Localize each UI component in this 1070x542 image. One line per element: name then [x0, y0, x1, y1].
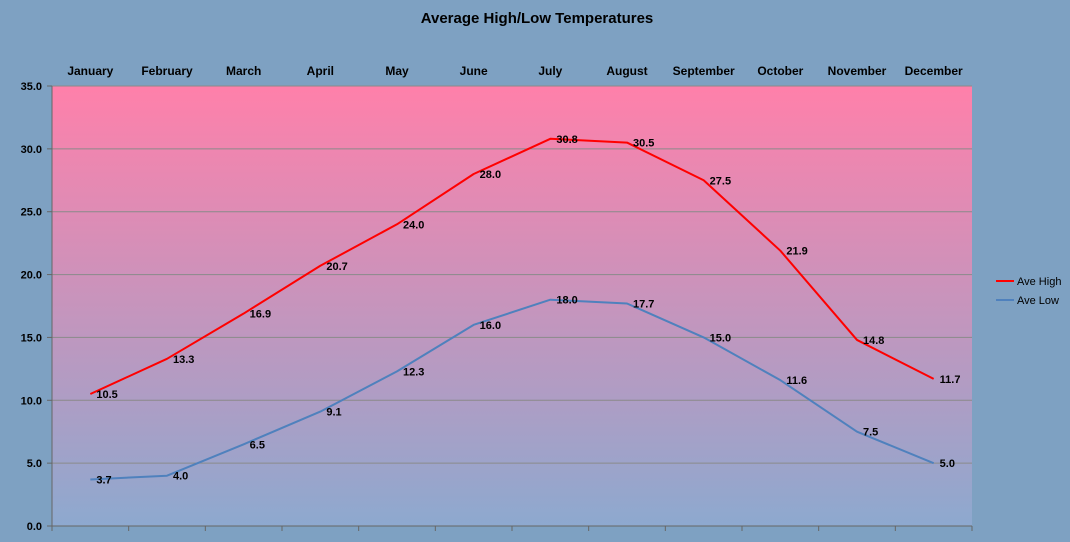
data-label: 16.9	[250, 309, 271, 321]
data-label: 30.5	[633, 138, 654, 150]
data-label: 11.6	[786, 375, 807, 387]
y-tick-label: 0.0	[27, 521, 42, 533]
y-tick-label: 35.0	[21, 81, 42, 93]
data-label: 4.0	[173, 471, 188, 483]
y-tick-label: 25.0	[21, 207, 42, 219]
y-tick-label: 5.0	[27, 458, 42, 470]
category-label: February	[141, 64, 193, 78]
category-label: April	[307, 64, 334, 78]
data-label: 27.5	[710, 175, 731, 187]
legend-label: Ave Low	[1017, 295, 1059, 307]
data-label: 3.7	[96, 474, 111, 486]
data-label: 28.0	[480, 169, 501, 181]
data-label: 12.3	[403, 366, 424, 378]
category-label: August	[606, 64, 647, 78]
data-label: 13.3	[173, 354, 194, 366]
data-label: 15.0	[710, 332, 731, 344]
y-tick-label: 10.0	[21, 395, 42, 407]
y-tick-label: 20.0	[21, 270, 42, 282]
data-label: 11.7	[940, 374, 961, 386]
series-line-ave-low	[90, 298, 935, 481]
category-label: July	[538, 64, 562, 78]
series-line-ave-high	[89, 137, 935, 395]
category-label: March	[226, 64, 261, 78]
data-label: 30.8	[556, 134, 577, 146]
legend-label: Ave High	[1017, 276, 1061, 288]
data-label: 14.8	[863, 335, 884, 347]
category-label: January	[67, 64, 113, 78]
plot-area	[52, 86, 972, 526]
y-tick-label: 15.0	[21, 332, 42, 344]
data-label: 10.5	[96, 389, 117, 401]
data-label: 18.0	[556, 295, 577, 307]
data-label: 17.7	[633, 298, 654, 310]
data-label: 21.9	[786, 246, 807, 258]
category-label: September	[673, 64, 735, 78]
data-label: 16.0	[480, 320, 501, 332]
data-label: 9.1	[326, 407, 341, 419]
category-label: October	[757, 64, 803, 78]
category-label: May	[385, 64, 409, 78]
data-label: 24.0	[403, 219, 424, 231]
category-label: November	[828, 64, 887, 78]
data-label: 20.7	[326, 261, 347, 273]
data-label: 7.5	[863, 427, 878, 439]
category-label: December	[905, 64, 963, 78]
chart-title: Average High/Low Temperatures	[421, 10, 654, 27]
category-label: June	[460, 64, 488, 78]
y-tick-label: 30.0	[21, 144, 42, 156]
data-label: 5.0	[940, 458, 955, 470]
data-label: 6.5	[250, 439, 265, 451]
